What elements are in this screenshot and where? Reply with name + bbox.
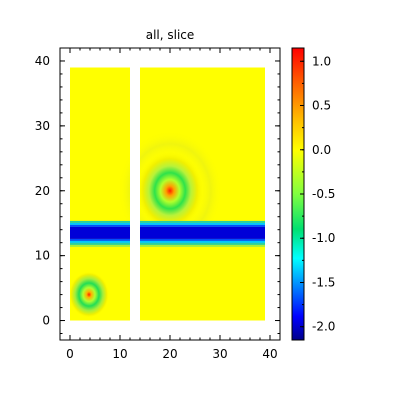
colorbar-tick-label: 1.0 — [312, 54, 331, 68]
y-tick-label: 30 — [35, 119, 50, 133]
x-axis: 0 10 20 30 40 — [59, 48, 281, 361]
band-stripe — [70, 240, 265, 243]
x-tick-label: 30 — [212, 347, 227, 361]
colorbar-tick-label: -2.0 — [312, 320, 335, 334]
colorbar-ticks: 1.0 0.5 0.0 -0.5 -1.0 -1.5 -2.0 — [300, 54, 335, 334]
x-tick-label: 10 — [112, 347, 127, 361]
heatmap-field — [70, 67, 265, 321]
colorbar-tick-label: -0.5 — [312, 187, 335, 201]
y-tick-label: 20 — [35, 184, 50, 198]
band-stripe — [70, 220, 265, 223]
band-stripe — [70, 222, 265, 225]
x-tick-label: 0 — [66, 347, 74, 361]
y-tick-label: 0 — [42, 314, 50, 328]
colorbar-tick-label: 0.5 — [312, 99, 331, 113]
band-stripe — [70, 242, 265, 245]
y-tick-label: 10 — [35, 249, 50, 263]
band-stripe — [70, 244, 265, 247]
y-tick-label: 40 — [35, 54, 50, 68]
colorbar-tick-label: -1.0 — [312, 231, 335, 245]
colorbar-tick-label: 0.0 — [312, 143, 331, 157]
y-axis: 0 10 20 30 40 — [35, 47, 280, 335]
x-tick-label: 40 — [262, 347, 277, 361]
band-stripe — [70, 226, 265, 239]
peak-marker — [136, 150, 204, 231]
peak-marker — [70, 271, 109, 318]
colorbar-tick-label: -1.5 — [312, 275, 335, 289]
x-tick-label: 20 — [162, 347, 177, 361]
band-stripe — [70, 238, 265, 241]
band-stripe — [70, 224, 265, 227]
chart-title: all, slice — [146, 28, 195, 42]
